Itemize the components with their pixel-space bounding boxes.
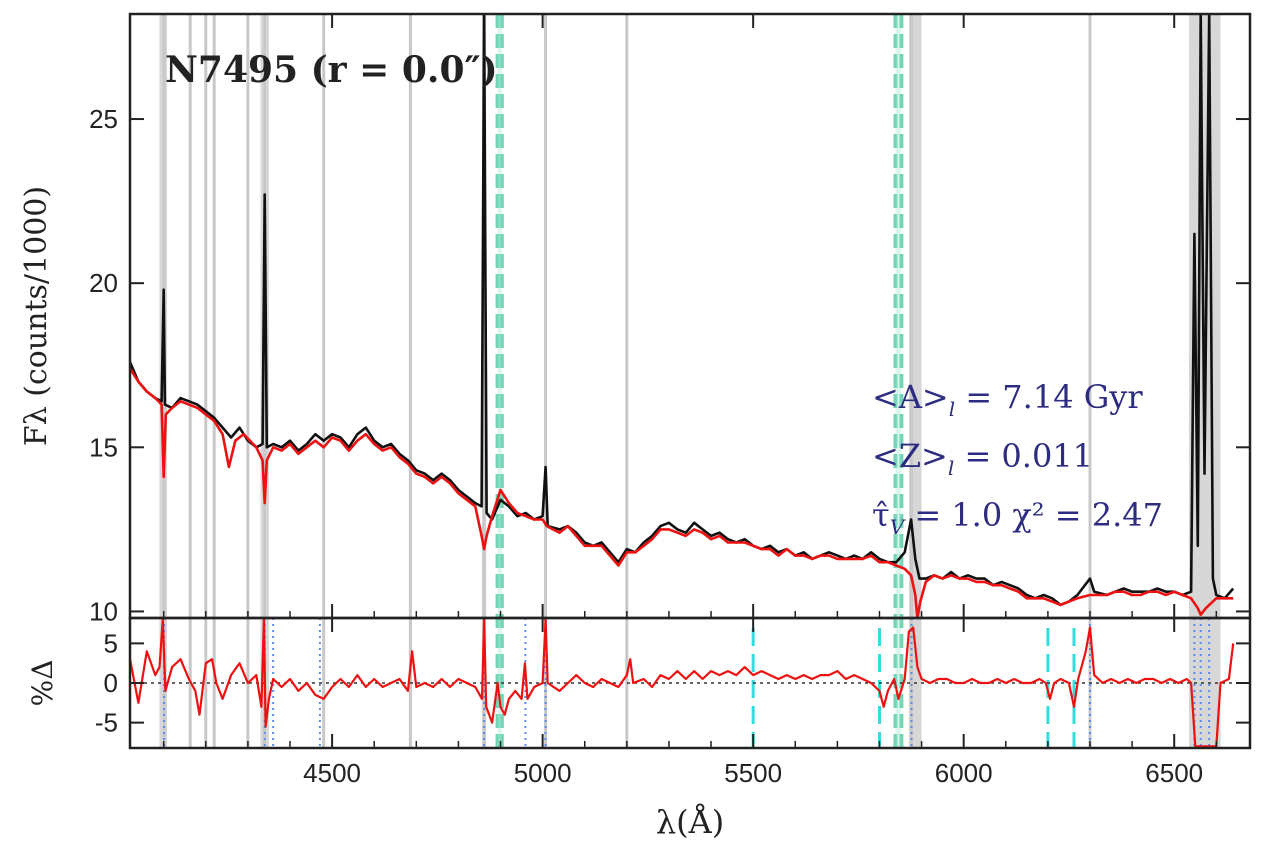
x-tick-label: 4500 bbox=[303, 758, 361, 788]
series-residual bbox=[130, 618, 1235, 748]
axes-layer bbox=[128, 12, 1252, 750]
y-tick-label: 10 bbox=[89, 596, 118, 626]
fit-parameters: <A>l = 7.14 Gyr <Z>l = 0.011 τ̂V = 1.0 χ² … bbox=[872, 378, 1163, 539]
y-tick-label: 25 bbox=[89, 104, 118, 134]
y-tick-label: 0 bbox=[104, 668, 118, 698]
data-layer bbox=[130, 14, 1235, 748]
x-axis-label: λ(Å) bbox=[656, 803, 724, 841]
y-tick-label: 15 bbox=[89, 432, 118, 462]
y-tick-label: -5 bbox=[95, 708, 118, 738]
excluded-band bbox=[497, 14, 502, 748]
x-tick-label: 6000 bbox=[935, 758, 993, 788]
chart-title: N7495 (r = 0.0″) bbox=[165, 49, 498, 91]
y-tick-label: 5 bbox=[104, 628, 118, 658]
excluded-band bbox=[895, 14, 902, 748]
y-tick-label: 20 bbox=[89, 268, 118, 298]
series-model bbox=[130, 367, 1234, 618]
x-tick-label: 6500 bbox=[1145, 758, 1203, 788]
fit-parameter-text: τ̂V = 1.0 χ² = 2.47 bbox=[872, 496, 1163, 539]
x-tick-label: 5000 bbox=[514, 758, 572, 788]
label-layer: N7495 (r = 0.0″) λ(Å) Fλ (counts/1000) %… bbox=[19, 49, 1203, 841]
fit-parameter-text: <Z>l = 0.011 bbox=[872, 437, 1093, 480]
y-axis-label-residual: %Δ bbox=[26, 660, 59, 707]
y-axis-label-spectrum: Fλ (counts/1000) bbox=[19, 186, 54, 446]
x-tick-label: 5500 bbox=[724, 758, 782, 788]
fit-parameter-text: <A>l = 7.14 Gyr bbox=[872, 378, 1143, 421]
